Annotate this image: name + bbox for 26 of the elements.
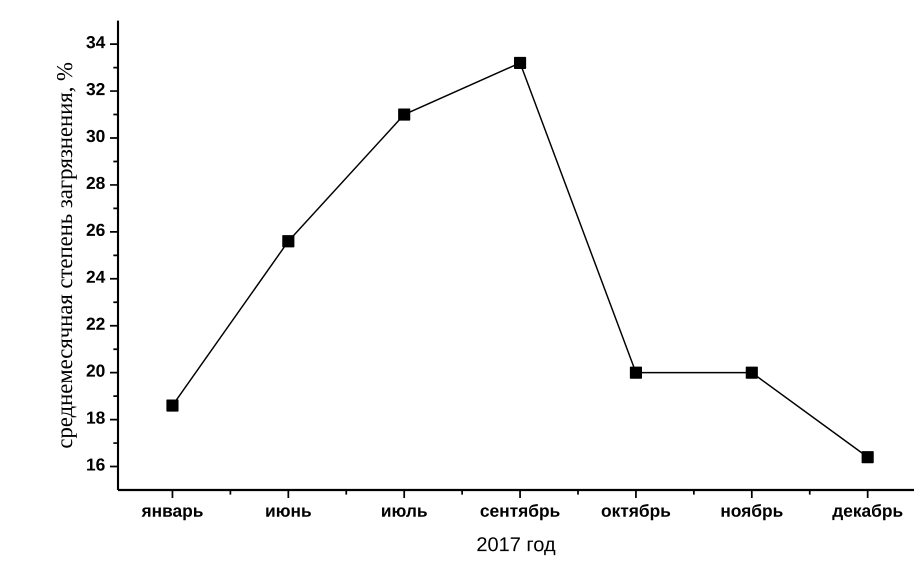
y-tick-label: 24	[86, 270, 106, 283]
x-tick-label: октябрь	[602, 504, 670, 520]
point	[862, 451, 874, 464]
y-tick-label: 32	[86, 82, 105, 96]
x-tick-label: январь	[142, 507, 203, 520]
point	[746, 366, 758, 379]
y-tick-label: 28	[86, 176, 105, 190]
point	[630, 366, 642, 379]
x-tick-label: июнь	[266, 507, 311, 517]
y-tick-label: 34	[86, 36, 106, 48]
x-tick-label: декабрь	[832, 504, 902, 520]
y-tick-label: 30	[86, 130, 105, 142]
y-tick-label: 16	[87, 458, 105, 471]
y-tick-label: 20	[86, 364, 105, 377]
y-tick-label: 18	[87, 411, 105, 424]
point	[398, 108, 410, 121]
y-tick-label: 26	[86, 224, 105, 236]
point	[514, 56, 526, 69]
point	[282, 235, 294, 248]
y-axis-title: среднемесячная степень загрязнения, %	[56, 62, 77, 448]
x-tick-label: сентябрь	[480, 504, 560, 520]
y-tick-label: 22	[86, 318, 105, 330]
x-tick-label: июль	[382, 507, 427, 517]
point	[166, 399, 179, 412]
x-tick-label: ноябрь	[722, 504, 783, 520]
x-axis-title: 2017 год	[477, 537, 556, 556]
